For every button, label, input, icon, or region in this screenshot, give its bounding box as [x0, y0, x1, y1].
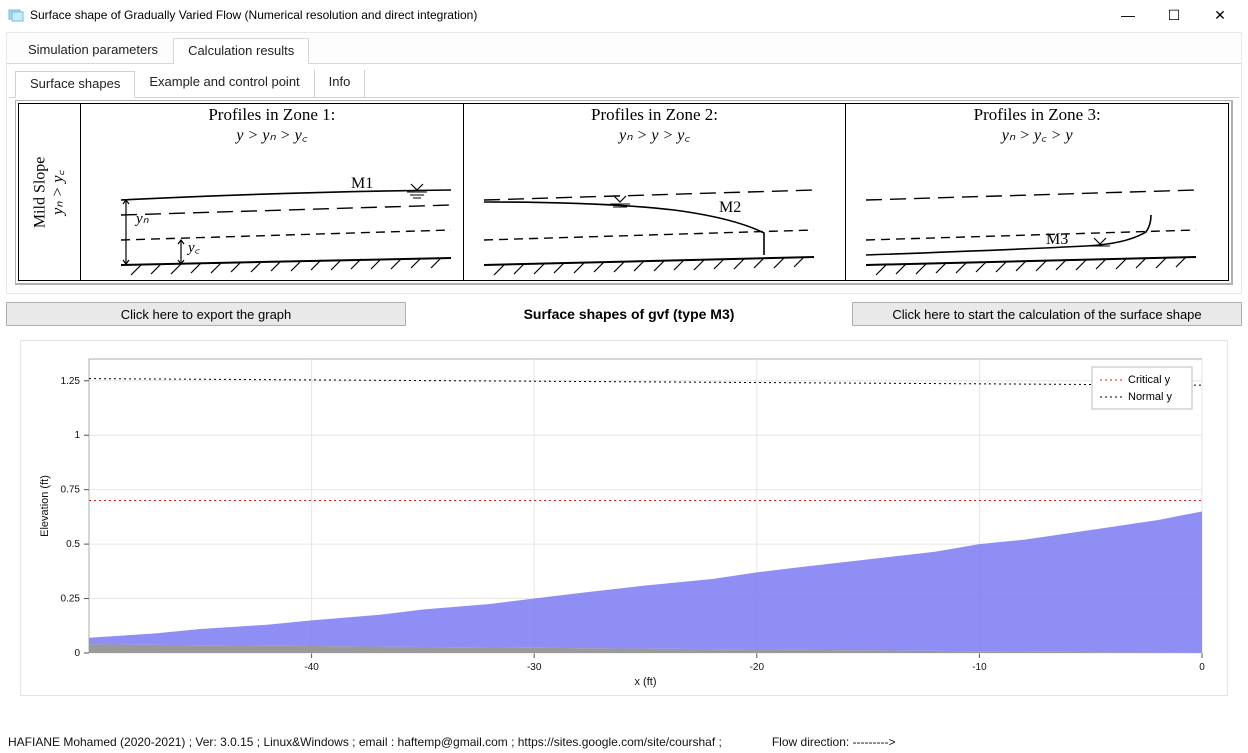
zone-profiles-figure: Mild Slope yₙ > y꜀ Profiles in Zone 1: y…	[15, 100, 1233, 285]
start-calculation-button[interactable]: Click here to start the calculation of t…	[852, 302, 1242, 326]
tab-example-control-point[interactable]: Example and control point	[135, 70, 314, 97]
zone2-svg: M2	[464, 160, 824, 280]
tab-info[interactable]: Info	[315, 70, 366, 97]
actions-row: Click here to export the graph Surface s…	[6, 302, 1242, 326]
slope-label-2: yₙ > y꜀	[50, 170, 67, 215]
svg-text:x (ft): x (ft)	[635, 676, 657, 688]
zone1-eq: y > yₙ > y꜀	[236, 127, 307, 144]
minimize-button[interactable]: ―	[1114, 7, 1142, 24]
zone1-m1: M1	[351, 175, 373, 192]
svg-text:Elevation (ft): Elevation (ft)	[39, 475, 51, 537]
zone1-svg: yₙ y꜀ M1	[81, 160, 461, 280]
svg-text:-30: -30	[527, 662, 542, 673]
zone2-m2: M2	[719, 199, 741, 216]
svg-text:0.5: 0.5	[66, 539, 80, 550]
zone3-cell: Profiles in Zone 3: yₙ > y꜀ > y	[846, 104, 1228, 280]
svg-text:0.75: 0.75	[61, 485, 81, 496]
chart-panel: -40 -30 -20 -10 0 0 0.25 0.5 0.75 1 1.25 x (ft) Elev…	[20, 340, 1228, 696]
tab-calculation-results[interactable]: Calculation results	[173, 38, 309, 64]
zone1-yn: yₙ	[134, 211, 150, 227]
zone2-cell: Profiles in Zone 2: yₙ > y > y꜀	[464, 104, 847, 280]
status-bar: HAFIANE Mohamed (2020-2021) ; Ver: 3.0.1…	[0, 731, 1248, 753]
main-tabs: Simulation parameters Calculation result…	[7, 33, 1241, 64]
svg-text:0: 0	[74, 648, 80, 659]
zone1-yc: y꜀	[186, 240, 201, 256]
zone3-eq: yₙ > y꜀ > y	[1002, 127, 1073, 144]
zone3-svg: M3	[846, 160, 1206, 280]
svg-text:1: 1	[74, 430, 80, 441]
app-icon	[8, 7, 24, 23]
svg-text:Normal y: Normal y	[1128, 391, 1173, 403]
zone2-title: Profiles in Zone 2:	[591, 105, 718, 124]
sub-tabs: Surface shapes Example and control point…	[9, 66, 1239, 98]
zone1-title: Profiles in Zone 1:	[208, 105, 335, 124]
svg-text:Critical y: Critical y	[1128, 374, 1171, 386]
svg-text:-20: -20	[750, 662, 765, 673]
slope-label-1: Mild Slope	[31, 156, 48, 228]
svg-text:-40: -40	[304, 662, 319, 673]
zone2-eq: yₙ > y > y꜀	[619, 127, 690, 144]
close-button[interactable]: ✕	[1206, 7, 1234, 24]
tab-surface-shapes[interactable]: Surface shapes	[15, 71, 135, 98]
status-right: Flow direction: --------->	[772, 735, 896, 749]
window-title: Surface shape of Gradually Varied Flow (…	[30, 8, 1114, 22]
zone3-m3: M3	[1046, 231, 1068, 248]
export-graph-button[interactable]: Click here to export the graph	[6, 302, 406, 326]
svg-text:-10: -10	[972, 662, 987, 673]
svg-text:0.25: 0.25	[61, 594, 81, 605]
zone-slope-label: Mild Slope yₙ > y꜀	[19, 104, 81, 280]
zone3-title: Profiles in Zone 3:	[974, 105, 1101, 124]
svg-text:1.25: 1.25	[61, 376, 81, 387]
titlebar: Surface shape of Gradually Varied Flow (…	[0, 0, 1248, 30]
status-left: HAFIANE Mohamed (2020-2021) ; Ver: 3.0.1…	[8, 735, 722, 749]
maximize-button[interactable]: ☐	[1160, 7, 1188, 24]
svg-text:0: 0	[1199, 662, 1205, 673]
graph-title-label: Surface shapes of gvf (type M3)	[412, 306, 846, 322]
zone1-cell: Profiles in Zone 1: y > yₙ > y꜀	[81, 104, 464, 280]
elevation-chart: -40 -30 -20 -10 0 0 0.25 0.5 0.75 1 1.25 x (ft) Elev…	[31, 351, 1217, 691]
main-tab-panel: Simulation parameters Calculation result…	[6, 32, 1242, 294]
tab-simulation-parameters[interactable]: Simulation parameters	[13, 37, 173, 63]
